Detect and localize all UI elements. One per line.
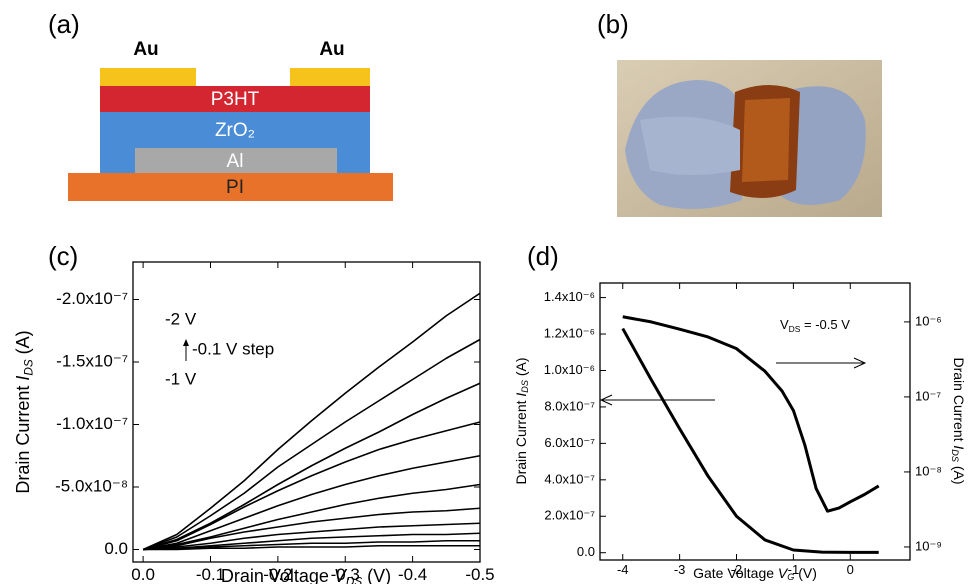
panel-label: (a) <box>48 9 80 39</box>
layer-label: Au <box>133 39 158 60</box>
data-line <box>143 422 480 550</box>
axis-title-part: DS <box>346 575 362 584</box>
layer-label: Al <box>227 151 244 172</box>
axis-title-part: DS <box>949 449 959 462</box>
axis-title-part: V <box>780 317 789 332</box>
layer-label: P3HT <box>211 89 260 110</box>
axis-title-part: (A) <box>513 357 529 380</box>
annotation: -1 V <box>165 369 197 388</box>
panel-label: (b) <box>597 9 629 39</box>
x-tick-label: -0.4 <box>398 565 427 584</box>
panel-label: (c) <box>48 241 78 271</box>
y-tick-label: 0.0 <box>104 539 128 558</box>
annotation: VDS = -0.5 V <box>780 317 850 334</box>
data-line <box>623 329 879 553</box>
x-tick-label: -0.5 <box>465 565 494 584</box>
au-electrode <box>290 68 370 87</box>
axis-title-part: Drain Current <box>513 397 529 485</box>
axis-title-part: DS <box>789 324 801 334</box>
y-tick-label: 4.0x10⁻⁷ <box>544 471 595 486</box>
axis-title: Drain Current IDS (A) <box>949 357 967 484</box>
layer-label: PI <box>226 177 244 198</box>
y-tick-label: 0.0 <box>577 544 595 559</box>
step-arrowhead <box>183 339 189 346</box>
device-photo <box>617 60 882 217</box>
y-tick-label: -1.5x10⁻⁷ <box>56 351 128 370</box>
panel-label: (d) <box>527 241 559 271</box>
plot-frame <box>600 283 910 560</box>
annotation: -0.1 V step <box>192 339 274 358</box>
au-electrode <box>100 68 196 87</box>
axis-title: Drain Voltage VDS (V) <box>221 566 391 584</box>
y-tick-label: 1.0x10⁻⁶ <box>544 362 595 377</box>
axis-title-part: (A) <box>13 330 33 359</box>
axis-title-part: = -0.5 V <box>800 317 850 332</box>
figure: (a) (b) (c) (d) Au Au P3HT ZrO₂ Al PI 0.… <box>0 0 972 584</box>
data-line <box>143 456 480 550</box>
axis-title: Gate Voltage VG (V) <box>693 565 817 583</box>
y2-tick-label: 10⁻⁷ <box>915 388 941 403</box>
axis-title-part: Drain Voltage <box>221 566 334 584</box>
y-tick-label: 1.2x10⁻⁶ <box>544 325 595 340</box>
axis-title-part: (V) <box>794 565 817 581</box>
y-tick-label: -5.0x10⁻⁸ <box>55 476 128 495</box>
axis-title-part: Drain Current <box>13 381 33 494</box>
x-tick-label: 0 <box>847 562 854 577</box>
axis-title-part: Drain Current <box>951 357 967 445</box>
axis-title-part: DS <box>521 380 531 393</box>
axis-title: Drain Current IDS (A) <box>13 330 36 493</box>
axis-title-part: DS <box>22 359 35 375</box>
plot-frame <box>133 262 480 562</box>
y2-tick-label: 10⁻⁹ <box>915 538 942 553</box>
axis-title-part: (A) <box>951 462 967 485</box>
data-line <box>623 317 879 511</box>
x-tick-label: -4 <box>617 562 629 577</box>
y-tick-label: 8.0x10⁻⁷ <box>544 398 595 413</box>
y2-tick-label: 10⁻⁶ <box>915 313 942 328</box>
y-tick-label: -2.0x10⁻⁷ <box>56 289 128 308</box>
y-tick-label: 1.4x10⁻⁶ <box>544 289 595 304</box>
axis-title: Drain Current IDS (A) <box>513 357 531 484</box>
y2-tick-label: 10⁻⁸ <box>915 463 942 478</box>
layer-label: ZrO₂ <box>215 120 255 141</box>
y-tick-label: 2.0x10⁻⁷ <box>544 508 595 523</box>
axis-title-part: (V) <box>362 566 391 584</box>
layer-label: Au <box>319 39 344 60</box>
axis-title-part: Gate Voltage <box>693 565 778 581</box>
y-tick-label: -1.0x10⁻⁷ <box>56 414 128 433</box>
x-tick-label: -3 <box>674 562 686 577</box>
annotation: -2 V <box>165 309 197 328</box>
y-tick-label: 6.0x10⁻⁷ <box>544 435 595 450</box>
axis-title-part: G <box>787 573 794 583</box>
x-tick-label: 0.0 <box>131 565 155 584</box>
